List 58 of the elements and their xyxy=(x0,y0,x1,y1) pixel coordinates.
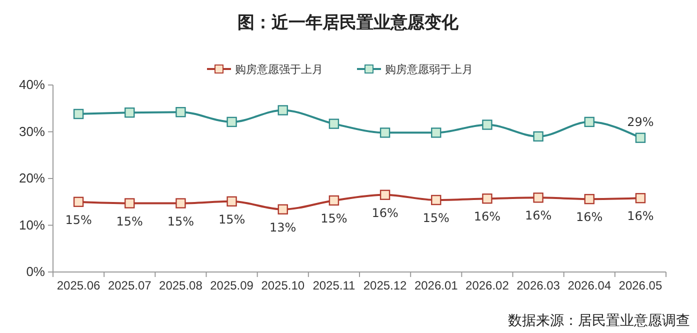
point xyxy=(482,194,492,204)
x-tick-label: 2025.08 xyxy=(159,278,203,292)
point xyxy=(176,198,186,208)
data-label: 15% xyxy=(320,211,348,226)
point xyxy=(431,128,442,138)
x-tick-label: 2025.10 xyxy=(261,278,305,292)
point xyxy=(380,128,390,138)
data-label: 15% xyxy=(116,214,143,228)
chart-title: 图：近一年居民置业意愿变化 xyxy=(238,13,460,33)
y-tick-label: 30% xyxy=(18,124,46,139)
x-tick-label: 2025.12 xyxy=(363,278,408,292)
legend-label: 购房意愿强于上月 xyxy=(235,63,323,76)
data-label: 16% xyxy=(576,210,603,224)
point xyxy=(482,120,492,130)
point xyxy=(635,193,646,204)
data-label: 15% xyxy=(65,212,92,227)
data-label: 29% xyxy=(627,114,654,129)
point xyxy=(635,132,646,143)
point xyxy=(124,107,135,118)
data-label: 13% xyxy=(270,220,296,234)
y-tick-label: 20% xyxy=(18,170,46,186)
x-tick-label: 2026.01 xyxy=(414,278,458,292)
data-label: 16% xyxy=(524,208,552,223)
x-tick-label: 2025.07 xyxy=(108,278,152,292)
data-label: 16% xyxy=(372,206,398,220)
point xyxy=(584,194,594,204)
data-label: 15% xyxy=(218,212,246,226)
point xyxy=(176,107,186,118)
x-tick-label: 2026.04 xyxy=(568,278,612,292)
y-tick-label: 0% xyxy=(26,264,46,280)
source-note: 数据来源：居民置业意愿调查 xyxy=(508,313,690,329)
x-tick-label: 2025.11 xyxy=(312,278,356,292)
point xyxy=(533,192,544,203)
y-tick-label: 10% xyxy=(18,217,46,232)
legend-label: 购房意愿弱于上月 xyxy=(385,63,473,76)
point xyxy=(584,116,594,128)
point xyxy=(431,194,442,206)
x-tick-label: 2025.09 xyxy=(210,278,254,292)
data-label: 16% xyxy=(474,210,501,224)
point xyxy=(124,198,135,208)
point xyxy=(226,196,237,207)
data-label: 15% xyxy=(422,211,450,226)
x-tick-label: 2025.06 xyxy=(56,278,101,292)
x-tick-label: 2026.03 xyxy=(516,278,560,292)
point xyxy=(226,116,237,128)
data-label: 16% xyxy=(627,209,654,224)
point xyxy=(73,108,84,120)
point xyxy=(73,196,84,207)
x-tick-label: 2026.05 xyxy=(618,278,662,292)
point xyxy=(380,190,390,200)
point xyxy=(328,195,340,206)
point xyxy=(533,131,544,142)
point xyxy=(328,118,340,129)
y-tick-label: 40% xyxy=(18,77,46,92)
point xyxy=(278,105,288,116)
data-label: 15% xyxy=(167,214,194,228)
point xyxy=(278,204,288,214)
x-tick-label: 2026.02 xyxy=(466,278,510,292)
